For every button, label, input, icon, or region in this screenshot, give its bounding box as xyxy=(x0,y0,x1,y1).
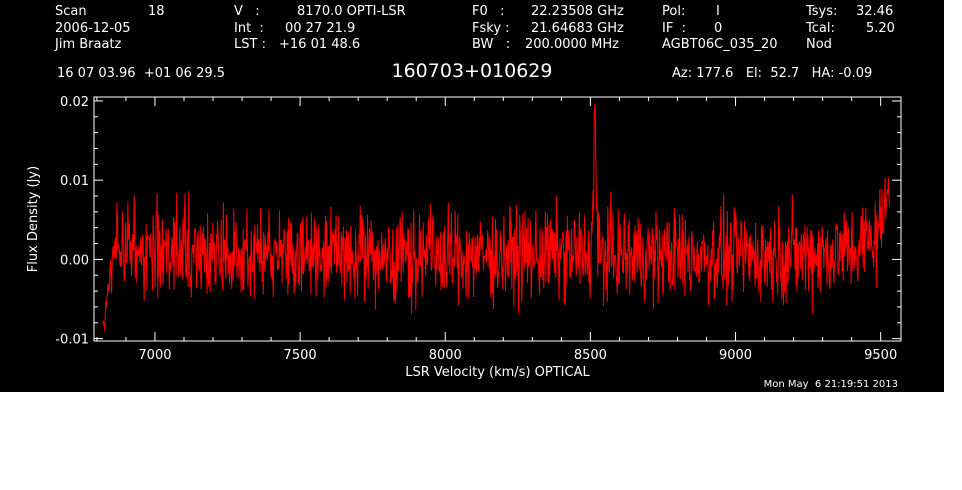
y-tick-label: -0.01 xyxy=(55,333,89,348)
procedure-name: Nod xyxy=(806,37,832,52)
fsky-label: Fsky : xyxy=(472,21,510,36)
y-tick-label: 0.01 xyxy=(60,174,89,189)
fsky-value: 21.64683 GHz xyxy=(531,21,624,36)
x-tick-label: 7000 xyxy=(138,348,171,363)
x-axis-label: LSR Velocity (km/s) OPTICAL xyxy=(405,365,590,380)
if-label: IF : xyxy=(662,21,686,36)
velocity-value: 8170.0 OPTI-LSR xyxy=(297,4,406,19)
scan-label: Scan xyxy=(55,4,87,19)
y-tick-label: 0.00 xyxy=(60,253,89,268)
f0-value: 22.23508 GHz xyxy=(531,4,624,19)
if-value: 0 xyxy=(714,21,723,36)
int-label: Int : xyxy=(234,21,264,36)
plot-timestamp: Mon May 6 21:19:51 2013 xyxy=(763,379,898,390)
lst-value: +16 01 48.6 xyxy=(279,37,361,52)
f0-label: F0 : xyxy=(472,4,505,19)
lst-label: LST : xyxy=(234,37,266,52)
tsys-value: 32.46 xyxy=(856,4,894,19)
y-axis-label: Flux Density (Jy) xyxy=(26,166,41,272)
observation-date: 2006-12-05 xyxy=(55,21,131,36)
observer-name: Jim Braatz xyxy=(55,37,122,52)
scan-number: 18 xyxy=(148,4,165,19)
pol-value: I xyxy=(716,4,720,19)
spectrum-chart: 7000 7500 8000 8500 9000 9500 -0.01 0.00 0.01 0.0… xyxy=(26,95,902,380)
tcal-label: Tcal: xyxy=(806,21,835,36)
int-value: 00 27 21.9 xyxy=(285,21,356,36)
pol-label: Pol: xyxy=(662,4,686,19)
source-name: 160703+010629 xyxy=(391,60,553,82)
tick-label-layer: 7000 7500 8000 8500 9000 9500 -0.01 0.00 0.01 0.0… xyxy=(55,95,897,363)
source-coordinates: 16 07 03.96 +01 06 29.5 xyxy=(57,66,226,81)
tsys-label: Tsys: xyxy=(806,4,838,19)
plot-window: Scan 18 2006-12-05 Jim Braatz V : 8170.0… xyxy=(0,0,944,392)
axes-frame xyxy=(93,96,902,342)
y-tick-label: 0.02 xyxy=(60,95,89,110)
bw-label: BW : xyxy=(472,37,511,52)
trace-layer xyxy=(102,104,890,331)
project-id: AGBT06C_035_20 xyxy=(662,37,778,52)
tcal-value: 5.20 xyxy=(866,21,895,36)
x-tick-label: 8000 xyxy=(429,348,462,363)
x-tick-label: 9500 xyxy=(864,348,897,363)
tick-layer xyxy=(94,97,901,341)
velocity-label: V : xyxy=(234,4,260,19)
x-tick-label: 9000 xyxy=(719,348,752,363)
bw-value: 200.0000 MHz xyxy=(525,37,619,52)
az-el-ha-readout: Az: 177.6 El: 52.7 HA: -0.09 xyxy=(672,66,873,81)
spectrum-trace xyxy=(102,104,890,331)
x-tick-label: 8500 xyxy=(574,348,607,363)
x-tick-label: 7500 xyxy=(284,348,317,363)
